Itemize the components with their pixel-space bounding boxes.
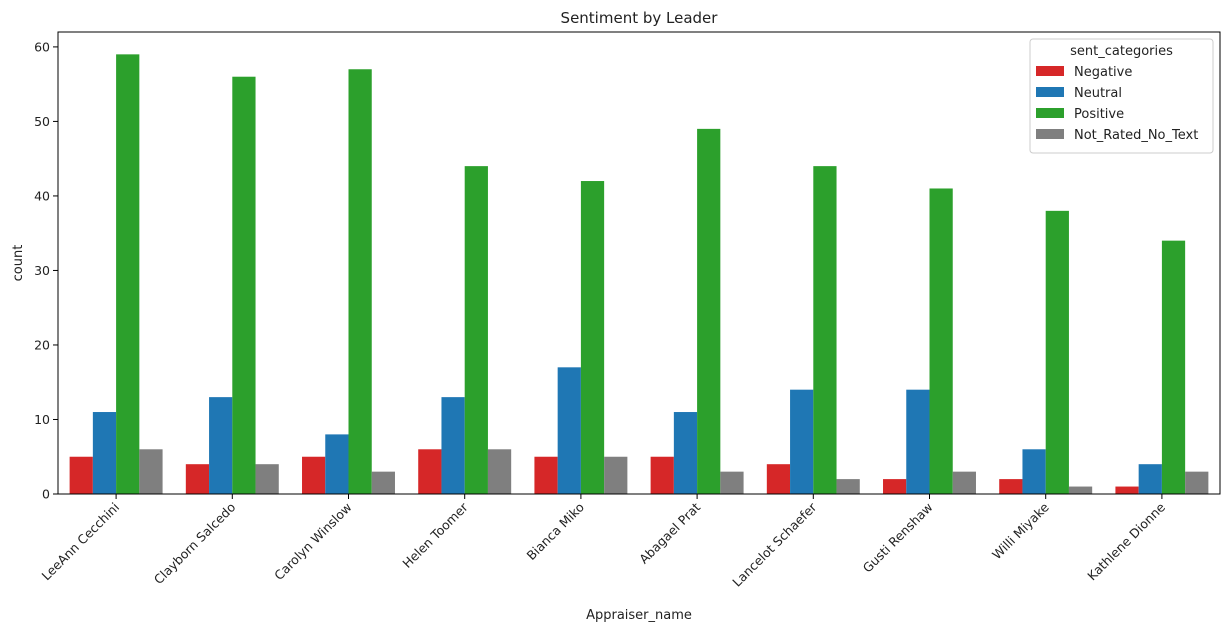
legend-swatch-neutral xyxy=(1036,87,1064,97)
bar-positive-0 xyxy=(116,54,140,494)
x-tick-label: Carolyn Winslow xyxy=(271,500,354,583)
bar-positive-3 xyxy=(464,166,488,494)
bar-negative-6 xyxy=(766,464,791,494)
bar-positive-2 xyxy=(348,69,372,494)
plot-frame xyxy=(57,31,1221,495)
bar-neutral-7 xyxy=(906,389,930,494)
bar-neutral-5 xyxy=(673,412,698,494)
bar-positive-1 xyxy=(232,76,256,495)
legend: sent_categories NegativeNeutralPositiveN… xyxy=(1029,38,1214,154)
chart-title: Sentiment by Leader xyxy=(561,9,719,27)
bar-not-rated-no-text-3 xyxy=(487,449,512,494)
legend-title: sent_categories xyxy=(1070,44,1173,59)
x-tick-label: Bianca Miko xyxy=(523,500,587,564)
bar-negative-0 xyxy=(69,456,93,494)
bar-neutral-3 xyxy=(441,397,465,494)
y-tick-label: 0 xyxy=(42,487,50,502)
legend-label-positive: Positive xyxy=(1074,107,1124,122)
bar-neutral-2 xyxy=(325,434,349,494)
bar-neutral-4 xyxy=(557,367,581,494)
y-tick-label: 50 xyxy=(34,114,50,129)
bar-not-rated-no-text-4 xyxy=(604,456,628,494)
legend-label-negative: Negative xyxy=(1074,65,1132,80)
bar-not-rated-no-text-5 xyxy=(720,471,744,494)
bar-negative-5 xyxy=(650,456,674,494)
x-tick-label: Helen Toomer xyxy=(399,499,471,571)
bar-negative-2 xyxy=(302,456,326,494)
x-tick-label: Abagael Prat xyxy=(636,499,703,566)
bar-not-rated-no-text-6 xyxy=(836,479,860,494)
legend-box xyxy=(1029,38,1214,154)
bar-positive-4 xyxy=(580,181,605,494)
x-axis-label: Appraiser_name xyxy=(586,608,692,623)
x-tick-label: Lancelot Schaefer xyxy=(729,499,820,590)
y-tick-label: 40 xyxy=(34,188,50,203)
x-tick-label: Kathlene Dionne xyxy=(1084,499,1168,583)
bar-negative-7 xyxy=(883,479,907,494)
bar-negative-4 xyxy=(534,456,558,494)
bar-not-rated-no-text-8 xyxy=(1068,486,1093,494)
bar-neutral-1 xyxy=(209,397,233,494)
bar-negative-1 xyxy=(185,464,210,494)
legend-label-neutral: Neutral xyxy=(1074,86,1122,101)
bar-not-rated-no-text-9 xyxy=(1185,471,1209,494)
legend-swatch-not-rated-no-text xyxy=(1036,129,1064,139)
bar-positive-9 xyxy=(1161,240,1186,494)
bar-neutral-0 xyxy=(92,412,117,494)
bar-negative-3 xyxy=(418,449,442,494)
x-tick-label: Willi Miyake xyxy=(989,499,1052,562)
bar-not-rated-no-text-1 xyxy=(255,464,279,494)
bars-layer xyxy=(69,54,1209,495)
bar-not-rated-no-text-0 xyxy=(139,449,163,494)
legend-items: Negative Neutral Positive Not_Rated_No_Text xyxy=(1036,65,1198,143)
bar-neutral-8 xyxy=(1022,449,1046,494)
bar-not-rated-no-text-2 xyxy=(371,471,395,494)
bar-negative-9 xyxy=(1115,486,1139,494)
legend-label-not-rated-no-text: Not_Rated_No_Text xyxy=(1074,128,1198,143)
y-tick-label: 10 xyxy=(34,412,50,427)
y-axis-label: count xyxy=(11,245,26,282)
x-tick-label: LeeAnn Cecchini xyxy=(38,500,122,584)
legend-swatch-negative xyxy=(1036,66,1064,76)
bar-positive-7 xyxy=(929,188,953,495)
bar-negative-8 xyxy=(999,479,1023,494)
bar-positive-8 xyxy=(1045,210,1069,494)
x-tick-label: Gusti Renshaw xyxy=(860,500,936,576)
bar-neutral-6 xyxy=(790,389,814,494)
bar-positive-6 xyxy=(813,166,837,494)
bar-neutral-9 xyxy=(1138,464,1162,494)
bar-positive-5 xyxy=(697,128,721,494)
y-tick-label: 20 xyxy=(34,337,50,352)
x-tick-label: Clayborn Salcedo xyxy=(151,500,239,588)
legend-swatch-positive xyxy=(1036,108,1064,118)
y-tick-label: 30 xyxy=(34,263,50,278)
y-tick-label: 60 xyxy=(34,39,50,54)
bar-not-rated-no-text-7 xyxy=(952,471,976,494)
